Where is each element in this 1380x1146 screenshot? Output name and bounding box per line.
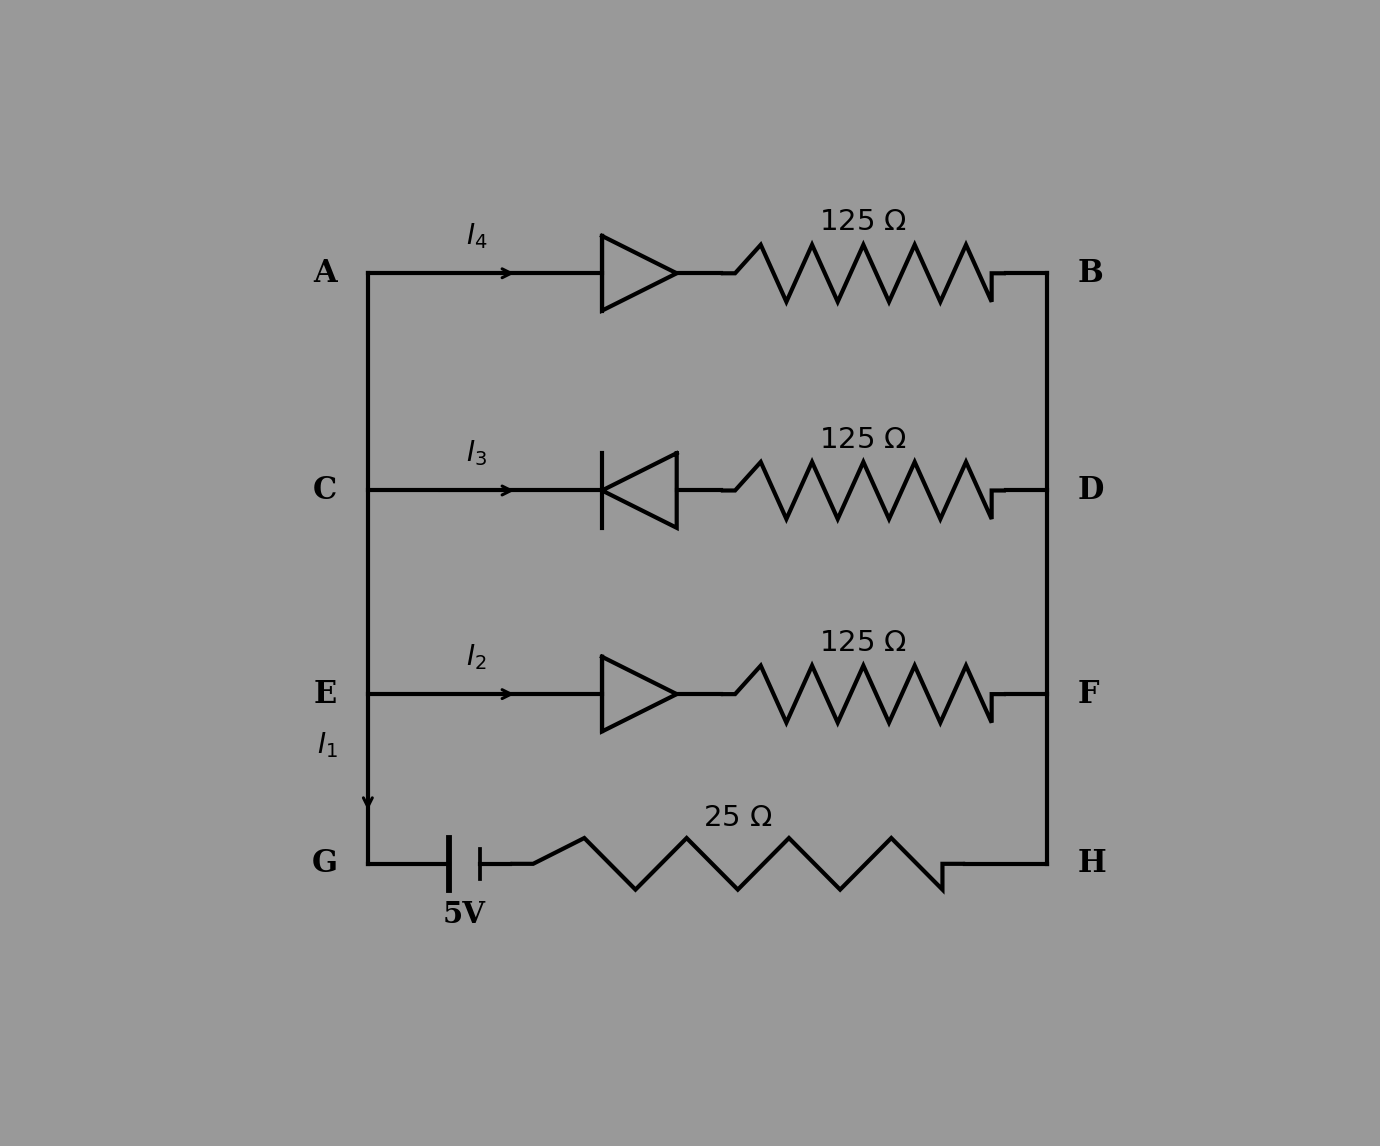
Text: 25 $\Omega$: 25 $\Omega$	[702, 803, 773, 832]
Text: E: E	[315, 678, 337, 709]
Text: H: H	[1078, 848, 1105, 879]
Text: B: B	[1078, 258, 1103, 289]
Text: $I_2$: $I_2$	[466, 642, 487, 672]
Text: A: A	[313, 258, 337, 289]
Text: 125 $\Omega$: 125 $\Omega$	[820, 425, 908, 454]
Text: C: C	[313, 474, 337, 507]
Text: $I_4$: $I_4$	[465, 221, 487, 251]
Text: $I_3$: $I_3$	[466, 438, 487, 468]
Text: 5V: 5V	[443, 901, 486, 929]
Text: F: F	[1078, 678, 1098, 709]
Text: D: D	[1078, 474, 1104, 507]
Text: 125 $\Omega$: 125 $\Omega$	[820, 209, 908, 236]
Text: 125 $\Omega$: 125 $\Omega$	[820, 629, 908, 657]
Text: $I_1$: $I_1$	[317, 730, 338, 760]
Text: G: G	[312, 848, 337, 879]
